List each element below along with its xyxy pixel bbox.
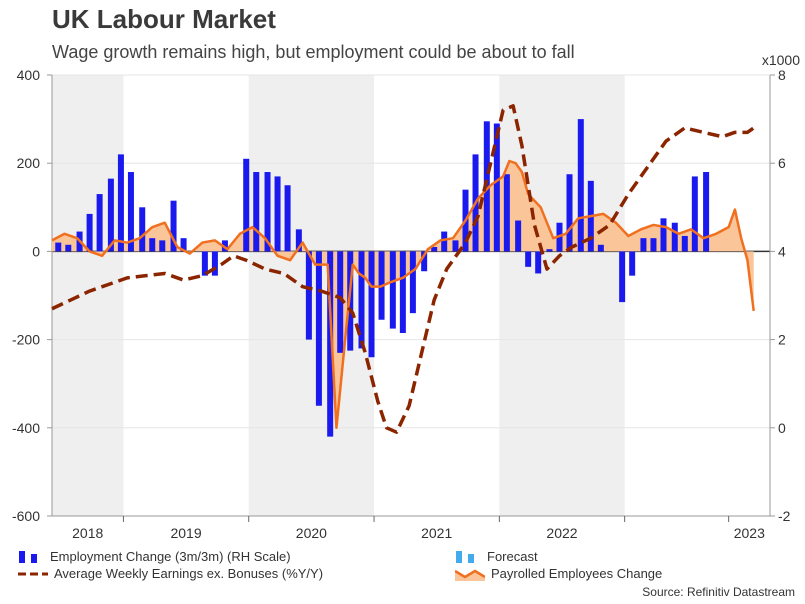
left-tick-label: -200 xyxy=(12,332,40,348)
right-tick-label: 4 xyxy=(778,243,786,259)
employment-bar xyxy=(703,172,710,252)
employment-bar xyxy=(180,238,187,252)
legend-forecast: Forecast xyxy=(455,549,538,564)
employment-bar xyxy=(221,240,228,252)
employment-bar xyxy=(170,200,177,252)
left-tick-label: 400 xyxy=(17,67,41,83)
employment-bar xyxy=(149,238,156,252)
employment-bar xyxy=(159,240,166,252)
left-tick-label: 200 xyxy=(17,155,41,171)
employment-bar xyxy=(691,176,698,252)
legend-employment: Employment Change (3m/3m) (RH Scale) xyxy=(18,549,291,564)
employment-bar xyxy=(503,174,510,252)
employment-bar xyxy=(597,244,604,252)
year-label-2023: 2023 xyxy=(734,525,765,541)
right-tick-label: 8 xyxy=(778,67,786,83)
employment-bar xyxy=(671,222,678,252)
legend-forecast-label: Forecast xyxy=(487,549,538,564)
employment-bar xyxy=(274,176,281,252)
right-tick-label: -2 xyxy=(778,508,791,524)
employment-bar xyxy=(431,246,438,252)
employment-bar xyxy=(86,213,93,252)
employment-bar xyxy=(577,119,584,252)
employment-bar xyxy=(409,251,416,314)
employment-bar xyxy=(211,251,218,276)
employment-bar xyxy=(493,123,500,252)
employment-bar xyxy=(640,238,647,252)
earnings-dashed-line xyxy=(51,104,755,434)
left-tick-label: -600 xyxy=(12,508,40,524)
employment-bar xyxy=(535,251,542,274)
employment-bar xyxy=(127,172,134,252)
right-tick-label: 6 xyxy=(778,155,786,171)
employment-bar xyxy=(243,158,250,252)
year-label-2021: 2021 xyxy=(421,525,452,541)
employment-bar xyxy=(525,251,532,267)
year-label-2020: 2020 xyxy=(296,525,327,541)
right-tick-label: 0 xyxy=(778,420,786,436)
left-tick-label: 0 xyxy=(32,243,40,259)
payrolled-line xyxy=(51,159,755,430)
employment-bar xyxy=(681,235,688,252)
employment-bar xyxy=(305,251,312,340)
legend-earnings: Average Weekly Earnings ex. Bonuses (%Y/… xyxy=(18,566,323,581)
employment-bar xyxy=(546,249,553,252)
chart-title: UK Labour Market xyxy=(52,4,276,34)
source-note: Source: Refinitiv Datastream xyxy=(642,585,795,599)
area-swatch-icon xyxy=(455,569,485,581)
dashed-line-swatch-icon xyxy=(18,572,48,575)
employment-bar xyxy=(629,251,636,276)
chart-subtitle: Wage growth remains high, but employment… xyxy=(52,42,575,62)
employment-bar xyxy=(327,251,334,437)
legend-employment-label: Employment Change (3m/3m) (RH Scale) xyxy=(50,549,291,564)
employment-bar xyxy=(264,172,271,252)
left-tick-label: -400 xyxy=(12,420,40,436)
employment-bar xyxy=(65,244,72,252)
employment-bar xyxy=(660,218,667,252)
employment-bar xyxy=(337,251,344,353)
employment-bar xyxy=(619,251,626,303)
employment-bar xyxy=(139,207,146,252)
right-tick-label: 2 xyxy=(778,332,786,348)
employment-bar xyxy=(358,251,365,349)
employment-bar xyxy=(55,242,62,252)
employment-bar xyxy=(566,174,573,252)
employment-bar xyxy=(253,172,260,252)
employment-bar xyxy=(201,251,208,276)
shaded-band-0 xyxy=(52,75,124,516)
employment-bar xyxy=(117,154,124,252)
legend-payrolled-label: Payrolled Employees Change xyxy=(491,566,663,581)
employment-bar xyxy=(284,185,291,252)
employment-bar xyxy=(441,231,448,252)
employment-bar xyxy=(315,251,322,406)
shaded-band-2 xyxy=(499,75,625,516)
forecast-swatch-icon xyxy=(456,550,474,563)
employment-bar xyxy=(389,251,396,329)
legend-payrolled: Payrolled Employees Change xyxy=(455,566,662,581)
right-axis-unit-label: x1000 xyxy=(762,52,800,68)
legend-earnings-label: Average Weekly Earnings ex. Bonuses (%Y/… xyxy=(54,566,324,581)
bar-swatch-icon xyxy=(19,550,37,563)
employment-bar xyxy=(368,251,375,358)
year-label-2019: 2019 xyxy=(170,525,201,541)
year-label-2018: 2018 xyxy=(72,525,103,541)
employment-bar xyxy=(452,240,459,252)
employment-bar xyxy=(107,178,114,252)
employment-bar xyxy=(96,194,103,252)
employment-bar xyxy=(399,251,406,333)
employment-bar xyxy=(650,238,657,252)
year-label-2022: 2022 xyxy=(546,525,577,541)
employment-bar xyxy=(515,220,522,252)
employment-bar xyxy=(295,229,302,252)
employment-bar xyxy=(421,251,428,272)
